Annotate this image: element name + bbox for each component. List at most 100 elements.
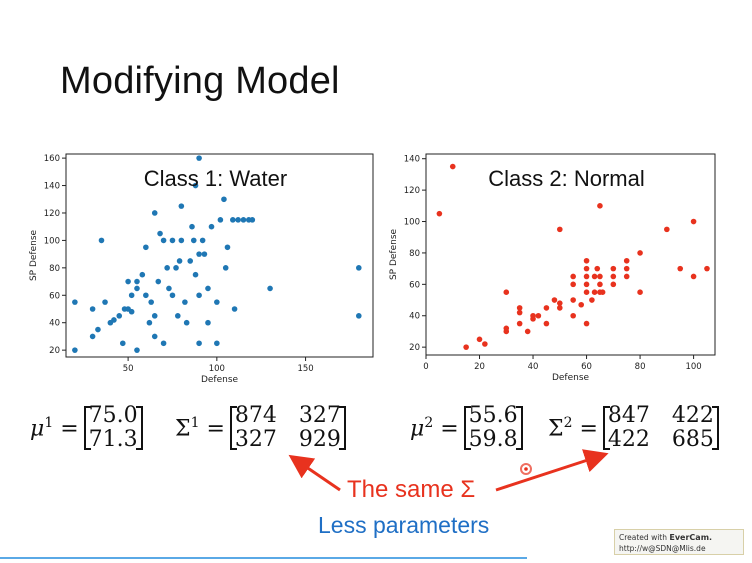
normal-point-21 [570,297,576,303]
water-ytick-label-5: 120 [44,209,60,219]
water-point-30 [160,237,167,244]
normal-point-37 [597,281,603,288]
normal-axes-frame [425,153,716,356]
sigma1-matrix: 874 327 327 929 [229,403,346,452]
cursor-marker [520,463,532,475]
less-parameters-label: Less parameters [318,512,490,538]
scatter-plot-water: 20 40 60 80 100 120 140 160 50 100 150 Defense SP De… [20,146,385,391]
sigma1-eq: = [206,416,225,442]
water-ytick-label-4: 100 [44,236,60,246]
water-point-28 [157,230,163,237]
normal-point-41 [610,281,617,288]
same-sigma-label: The same Σ [347,476,476,503]
sigma1-symbol: Σ [175,416,191,442]
mu1-eq: = [60,416,79,442]
normal-point-0 [436,210,443,217]
sigma1-value-1: 327 [298,403,341,428]
mu1-value-1: 71.3 [88,427,138,452]
water-point-69 [356,265,362,271]
normal-point-32 [589,297,595,303]
evercam-watermark: Created with EverCam. http://w@SDN@Mlis.… [614,529,744,555]
water-point-29 [160,340,167,347]
normal-ytick-label-1: 40 [409,312,420,322]
water-point-32 [166,285,172,292]
normal-ytick-label-5: 120 [404,186,420,196]
normal-point-7 [503,289,510,295]
normal-xtick-label-5: 100 [685,362,701,372]
mu1-value-0: 75.0 [88,403,138,428]
water-point-3 [89,306,96,312]
water-point-41 [183,319,190,326]
water-xtick-label-1: 100 [209,364,225,374]
normal-point-10 [516,320,523,327]
footer-divider [0,557,527,559]
normal-point-25 [578,301,585,308]
water-point-38 [178,203,185,209]
water-point-4 [95,326,101,333]
normal-point-45 [623,265,630,272]
sigma1-value-3: 929 [298,427,341,452]
normal-xtick-label-2: 40 [528,362,539,372]
normal-point-17 [551,297,558,303]
normal-point-52 [690,273,697,280]
water-point-20 [143,244,149,251]
water-point-40 [182,299,188,305]
normal-point-29 [583,273,590,280]
sigma2-value-1: 422 [671,403,714,428]
normal-ylabel: SP Defense [389,228,399,280]
sigma1-equation: Σ1 = 874 327 327 929 [175,403,346,452]
water-point-13 [125,278,131,285]
scatter-plot-water-svg: 20 40 60 80 100 120 140 160 50 100 150 Defense SP De… [29,153,374,385]
water-point-34 [169,237,176,244]
water-point-36 [174,313,181,319]
water-point-31 [164,265,170,271]
water-point-43 [189,223,195,230]
normal-point-46 [623,257,630,264]
water-ytick-label-7: 160 [44,154,60,164]
normal-point-1 [449,163,456,170]
sigma2-value-2: 422 [607,427,650,452]
water-point-19 [139,271,146,278]
water-ylabel: SP Defense [29,229,39,281]
normal-point-24 [570,273,576,280]
normal-point-43 [610,265,617,272]
normal-point-4 [482,341,488,347]
mu1-vector: 75.0 71.3 [83,403,143,452]
water-point-60 [222,265,229,271]
sigma2-symbol: Σ [548,416,564,442]
water-point-23 [148,299,154,305]
water-ytick-label-0: 20 [49,346,60,356]
normal-point-42 [610,273,617,280]
normal-point-50 [677,265,684,272]
normal-point-51 [690,218,697,225]
normal-point-20 [556,305,563,311]
sigma2-matrix: 847 422 422 685 [602,403,719,452]
normal-ytick-label-0: 20 [409,343,420,353]
water-point-27 [155,278,162,285]
water-point-50 [196,340,202,347]
water-point-67 [249,217,256,223]
water-point-44 [190,237,197,244]
evercam-prefix: Created with [619,533,667,542]
water-xtick-label-0: 50 [123,364,134,374]
water-point-58 [217,217,224,223]
water-point-25 [151,313,158,319]
water-point-65 [240,217,247,223]
normal-ytick-label-4: 100 [404,218,420,228]
mu1-sup: 1 [44,414,54,431]
mu2-eq: = [440,416,459,442]
water-point-26 [151,333,158,340]
water-point-8 [111,317,117,323]
normal-point-18 [556,226,563,233]
sigma1-value-0: 874 [234,403,277,428]
water-point-0 [72,299,78,305]
normal-point-49 [664,226,670,233]
normal-xlabel: Defense [552,373,590,383]
sigma2-value-0: 847 [607,403,650,428]
sigma2-value-3: 685 [671,427,714,452]
water-point-37 [176,258,183,264]
water-xtick-label-2: 150 [297,364,313,374]
mu2-symbol: μ [410,416,425,442]
